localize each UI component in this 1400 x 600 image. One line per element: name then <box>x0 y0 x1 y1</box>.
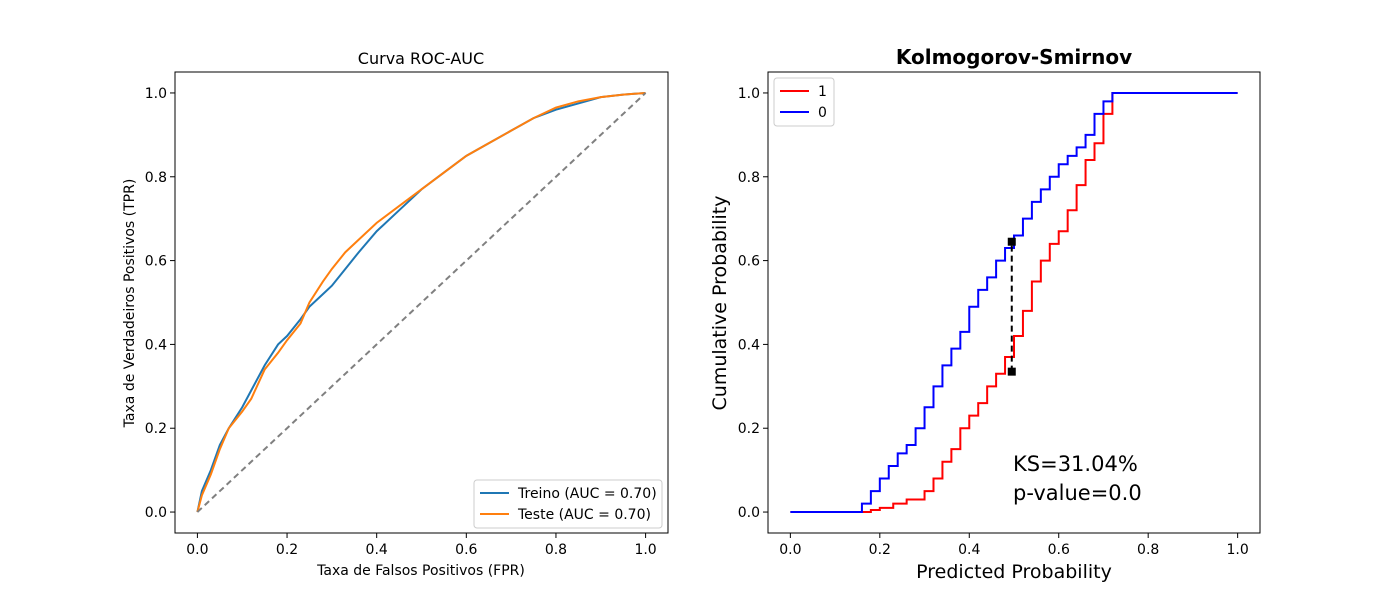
roc-y-tick-label: 0.6 <box>145 254 167 270</box>
roc-x-tick-label: 0.4 <box>366 542 388 558</box>
roc-chart-title: Curva ROC-AUC <box>358 49 484 68</box>
ks-chart-title: Kolmogorov-Smirnov <box>896 45 1132 69</box>
roc-legend-label-teste: Teste (AUC = 0.70) <box>517 507 651 523</box>
ks-y-tick-label: 0.6 <box>738 254 760 270</box>
ks-chart: Kolmogorov-Smirnov 0.0 0.2 0.4 0.6 0.8 1.0 0.… <box>709 45 1261 583</box>
roc-y-ticks: 0.0 0.2 0.4 0.6 0.8 1.0 <box>145 86 175 521</box>
ks-y-axis-label: Cumulative Probability <box>709 196 731 411</box>
ks-series-line-1 <box>790 91 1238 514</box>
roc-x-tick-label: 1.0 <box>634 542 656 558</box>
ks-legend-label-0: 0 <box>818 105 827 121</box>
roc-x-tick-label: 0.6 <box>455 542 477 558</box>
ks-y-tick-label: 0.0 <box>738 505 760 521</box>
ks-x-tick-label: 0.2 <box>869 542 891 558</box>
roc-series-group <box>196 91 647 513</box>
ks-x-tick-label: 0.6 <box>1048 542 1070 558</box>
roc-x-ticks: 0.0 0.2 0.4 0.6 0.8 1.0 <box>186 533 657 558</box>
ks-y-tick-label: 1.0 <box>738 86 760 102</box>
roc-y-axis-label: Taxa de Verdadeiros Positivos (TPR) <box>122 179 138 429</box>
roc-plot-frame <box>174 71 669 534</box>
roc-legend: Treino (AUC = 0.70) Teste (AUC = 0.70) <box>473 479 663 529</box>
ks-x-tick-label: 0.0 <box>779 542 801 558</box>
ks-y-ticks: 0.0 0.2 0.4 0.6 0.8 1.0 <box>738 86 768 521</box>
roc-legend-box <box>473 479 663 529</box>
ks-statistic-annotation: KS=31.04% <box>1013 452 1138 476</box>
roc-series-line-teste <box>196 91 646 513</box>
ks-x-tick-label: 0.8 <box>1137 542 1159 558</box>
roc-chart: Curva ROC-AUC 0.0 0.2 0.4 0.6 0.8 1.0 0.00.20… <box>122 49 669 579</box>
ks-pvalue-annotation: p-value=0.0 <box>1013 481 1142 505</box>
ks-x-ticks: 0.0 0.2 0.4 0.6 0.8 1.0 <box>779 533 1249 558</box>
roc-legend-label-treino: Treino (AUC = 0.70) <box>517 486 657 502</box>
ks-marker-high <box>1007 237 1016 246</box>
ks-x-axis-label: Predicted Probability <box>916 561 1112 583</box>
ks-series-line-0 <box>790 91 1238 514</box>
ks-legend: 1 0 <box>773 77 835 127</box>
ks-plot-frame <box>767 71 1261 534</box>
ks-legend-label-1: 1 <box>818 84 827 100</box>
roc-series-line-baseline <box>196 92 647 513</box>
roc-y-tick-label: 0.4 <box>145 337 167 353</box>
roc-y-tick-label: 0.0 <box>145 505 167 521</box>
ks-marker-low <box>1007 367 1016 376</box>
roc-x-tick-label: 0.8 <box>545 542 567 558</box>
ks-y-tick-label: 0.8 <box>738 170 760 186</box>
ks-series-group <box>790 91 1238 514</box>
roc-x-axis-label: Taxa de Falsos Positivos (FPR) <box>316 563 525 579</box>
roc-y-tick-label: 0.8 <box>145 170 167 186</box>
roc-x-tick-label: 0.0 <box>186 542 208 558</box>
ks-x-tick-label: 1.0 <box>1227 542 1249 558</box>
ks-y-tick-label: 0.4 <box>738 337 760 353</box>
roc-x-tick-label: 0.2 <box>276 542 298 558</box>
ks-x-tick-label: 0.4 <box>958 542 980 558</box>
ks-distance-marker <box>1007 237 1016 376</box>
roc-y-tick-label: 1.0 <box>145 86 167 102</box>
roc-y-tick-label: 0.2 <box>145 421 167 437</box>
ks-y-tick-label: 0.2 <box>738 421 760 437</box>
